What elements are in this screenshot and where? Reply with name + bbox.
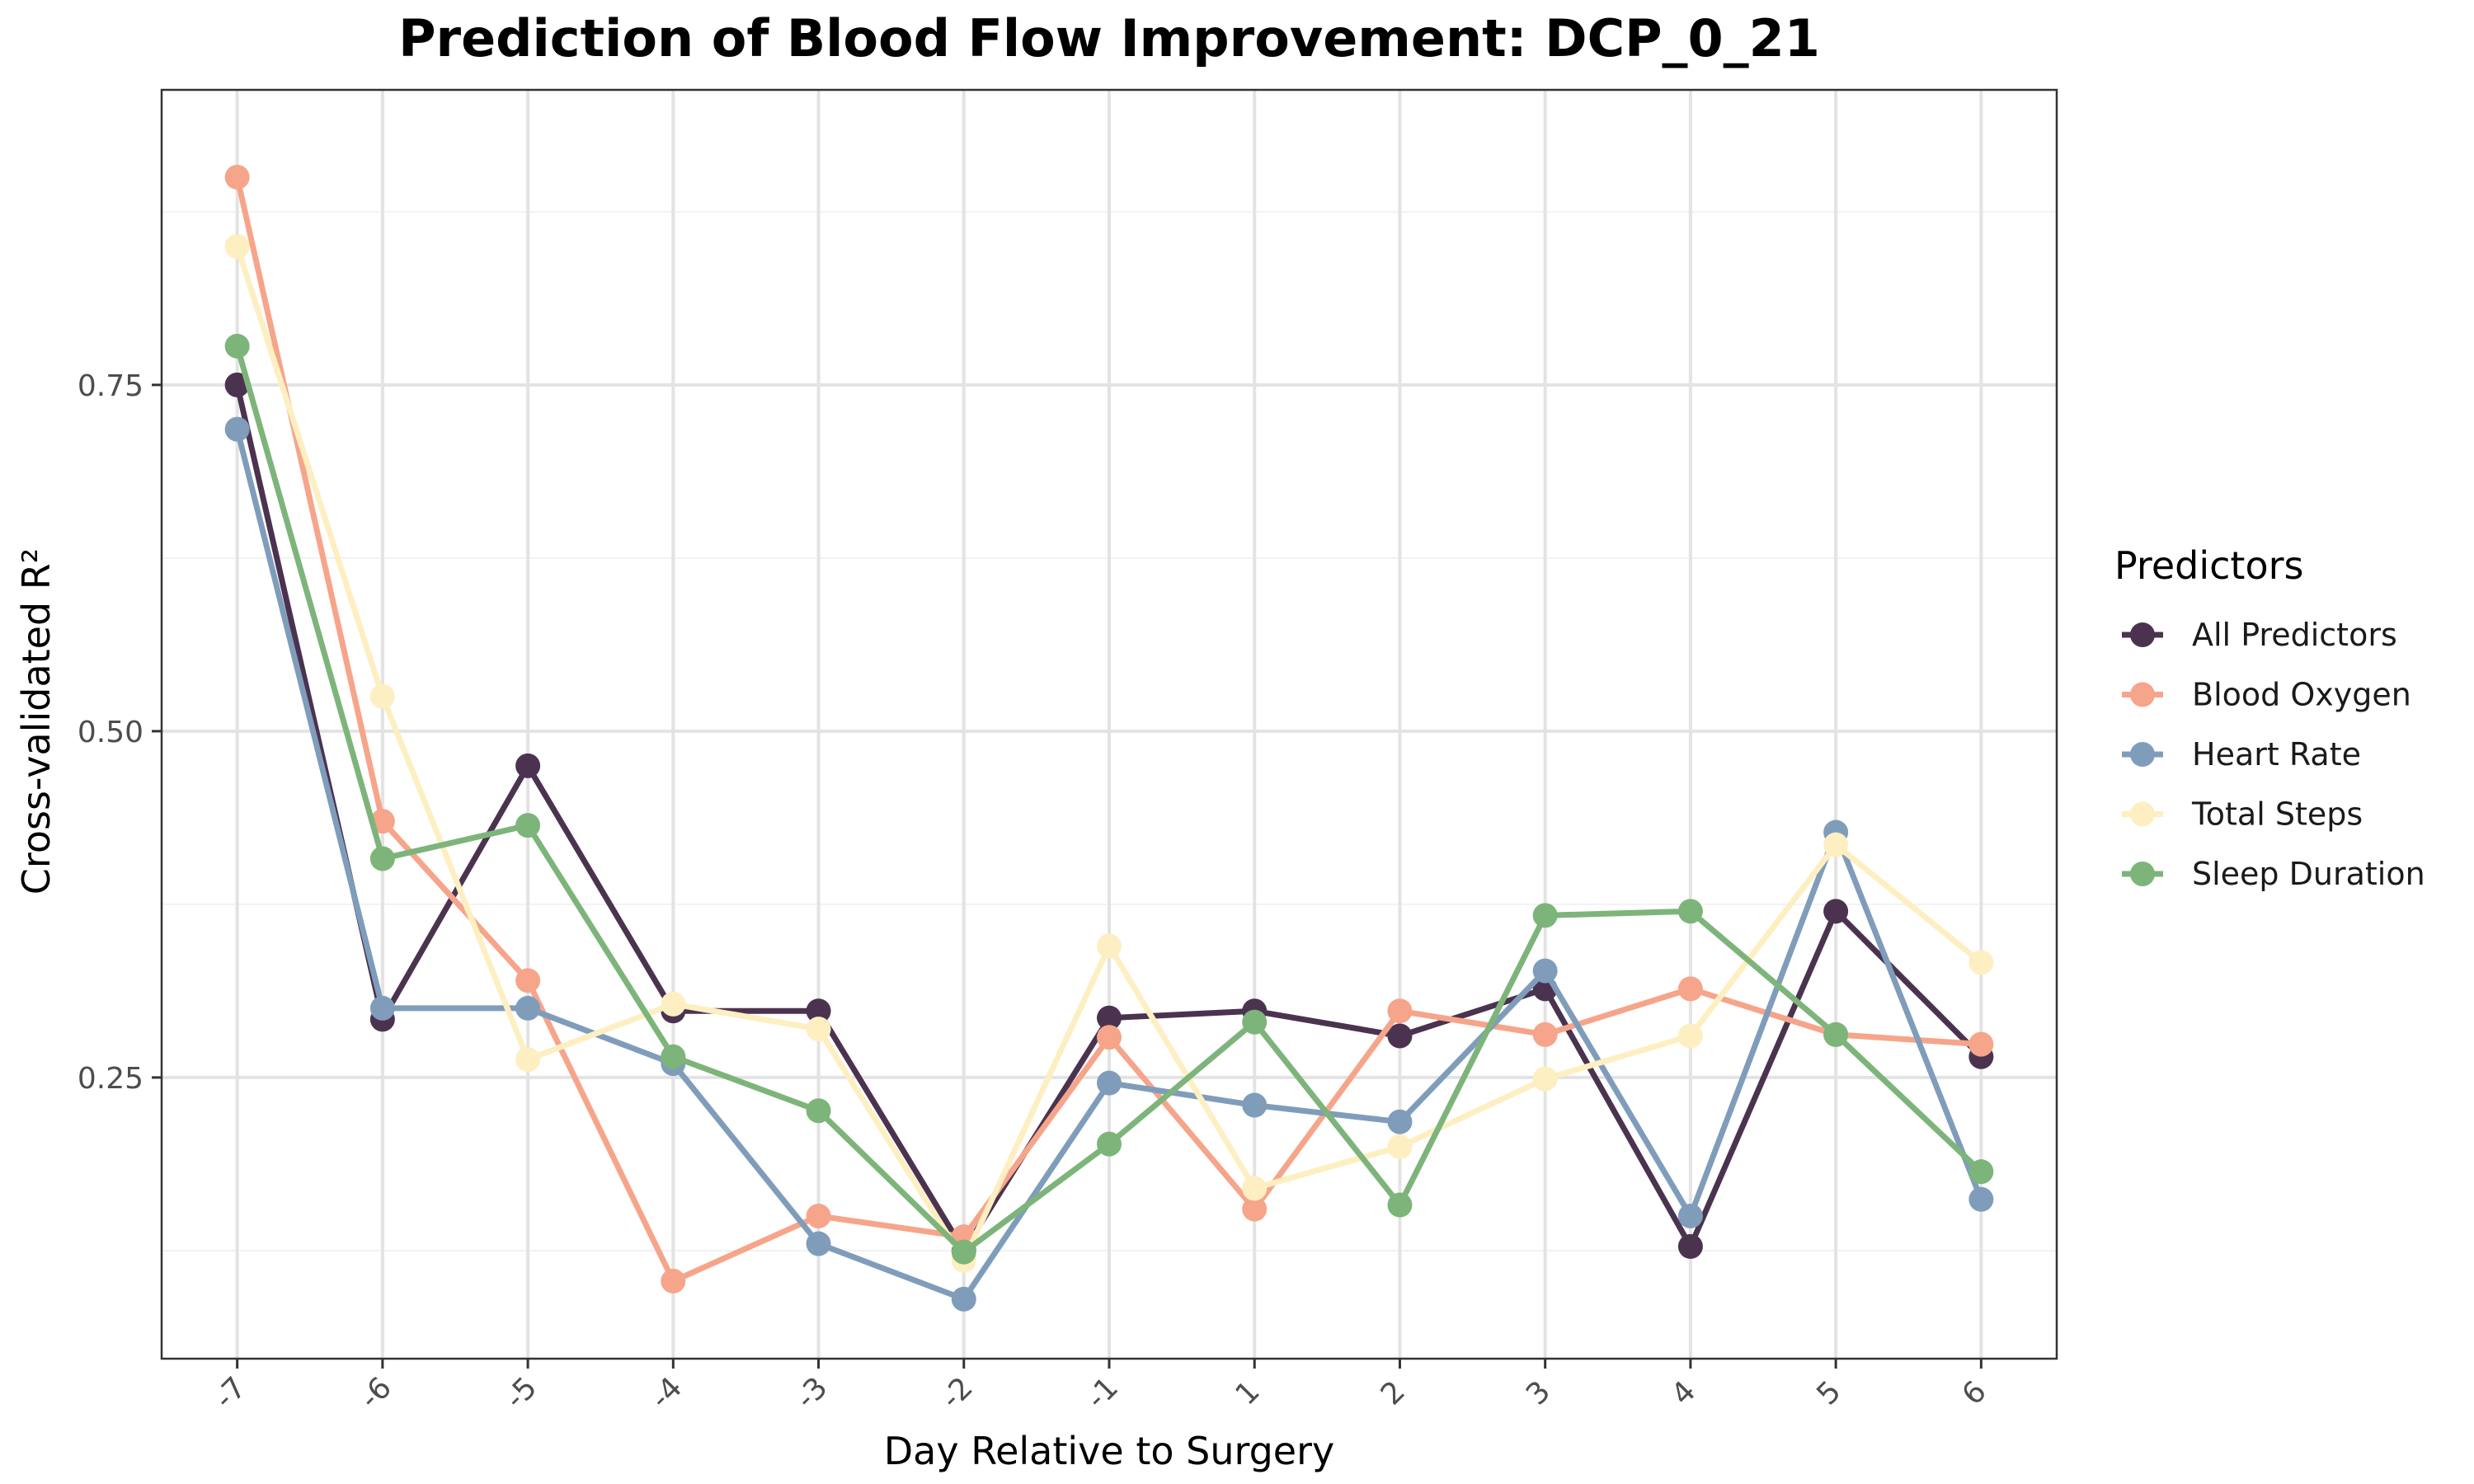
x-axis-title: Day Relative to Surgery bbox=[884, 1429, 1334, 1473]
data-point bbox=[1242, 1092, 1268, 1118]
legend-item: Sleep Duration bbox=[2122, 856, 2425, 892]
x-tick-label: 2 bbox=[1375, 1374, 1412, 1411]
data-point bbox=[806, 1203, 831, 1228]
x-tick-label: -1 bbox=[1080, 1371, 1125, 1416]
data-point bbox=[1387, 1023, 1413, 1049]
data-point bbox=[1968, 1186, 1994, 1212]
y-tick-label: 0.25 bbox=[78, 1062, 143, 1096]
chart-title: Prediction of Blood Flow Improvement: DC… bbox=[398, 8, 1820, 68]
data-point bbox=[1823, 1021, 1849, 1047]
data-point bbox=[1532, 1021, 1558, 1047]
data-point bbox=[224, 164, 250, 190]
data-point bbox=[1097, 933, 1122, 959]
legend-label: Total Steps bbox=[2191, 796, 2363, 833]
legend-label: Heart Rate bbox=[2192, 736, 2361, 773]
data-point bbox=[1387, 1134, 1413, 1159]
y-tick-label: 0.75 bbox=[78, 369, 143, 403]
series-group bbox=[224, 164, 1994, 1312]
x-tick-label: 1 bbox=[1230, 1374, 1267, 1411]
panel-border bbox=[160, 88, 2058, 1360]
data-point bbox=[806, 1098, 831, 1124]
data-point bbox=[951, 1286, 976, 1312]
x-tick-label: -3 bbox=[789, 1371, 834, 1416]
data-point bbox=[224, 233, 250, 259]
data-point bbox=[1532, 1066, 1558, 1092]
data-point bbox=[1242, 1196, 1268, 1222]
data-point bbox=[1387, 998, 1413, 1024]
data-point bbox=[1823, 899, 1849, 924]
x-tick-label: -2 bbox=[934, 1371, 979, 1416]
data-point bbox=[661, 991, 686, 1017]
data-point bbox=[1097, 1005, 1122, 1031]
data-point bbox=[515, 753, 541, 778]
legend-item: Blood Oxygen bbox=[2122, 677, 2411, 713]
data-point bbox=[806, 1017, 831, 1042]
data-point bbox=[1968, 1031, 1994, 1057]
legend-title: Predictors bbox=[2114, 543, 2303, 588]
y-axis-title: Cross-validated R² bbox=[14, 548, 59, 895]
data-point bbox=[1823, 832, 1849, 857]
data-point bbox=[224, 372, 250, 397]
data-point bbox=[515, 1047, 541, 1073]
data-point bbox=[1532, 903, 1558, 928]
data-point bbox=[1968, 1159, 1994, 1185]
legend-key-point bbox=[2130, 682, 2155, 707]
data-point bbox=[1242, 1176, 1268, 1201]
data-point bbox=[1387, 1109, 1413, 1134]
x-tick-label: -7 bbox=[208, 1371, 252, 1416]
x-tick-label: 6 bbox=[1956, 1374, 1993, 1411]
data-point bbox=[369, 683, 395, 709]
legend-item: Total Steps bbox=[2122, 796, 2363, 833]
data-point bbox=[1242, 1009, 1268, 1035]
y-axis: 0.25 0.50 0.75 bbox=[78, 369, 162, 1096]
x-tick-label: -4 bbox=[644, 1371, 689, 1416]
data-point bbox=[515, 813, 541, 838]
data-point bbox=[1097, 1131, 1122, 1157]
data-point bbox=[1677, 1233, 1703, 1259]
series-total-steps bbox=[224, 233, 1994, 1273]
legend-key-point bbox=[2130, 801, 2155, 827]
legend: Predictors All Predictors Blood Oxygen Hea… bbox=[2114, 543, 2425, 892]
x-tick-label: 5 bbox=[1810, 1374, 1847, 1411]
data-point bbox=[1677, 1203, 1703, 1228]
legend-label: Sleep Duration bbox=[2192, 856, 2425, 892]
data-point bbox=[951, 1239, 976, 1265]
data-point bbox=[1968, 950, 1994, 975]
data-point bbox=[806, 998, 831, 1024]
data-point bbox=[1532, 958, 1558, 984]
series-blood-oxygen bbox=[224, 164, 1994, 1294]
legend-label: All Predictors bbox=[2192, 617, 2397, 653]
legend-key-point bbox=[2130, 862, 2155, 886]
x-tick-label: -6 bbox=[354, 1371, 398, 1416]
data-point bbox=[369, 995, 395, 1021]
x-axis: -7 -6 -5 -4 -3 -2 -1 1 2 3 4 5 6 bbox=[208, 1359, 1993, 1416]
data-point bbox=[515, 995, 541, 1021]
legend-label: Blood Oxygen bbox=[2192, 677, 2411, 713]
legend-key-point bbox=[2130, 742, 2155, 767]
data-point bbox=[1677, 976, 1703, 1002]
plot-panel bbox=[162, 90, 2057, 1359]
data-point bbox=[1097, 1070, 1122, 1096]
data-point bbox=[369, 846, 395, 871]
data-point bbox=[1677, 1023, 1703, 1049]
series-sleep-duration bbox=[224, 333, 1994, 1265]
data-point bbox=[1387, 1192, 1413, 1218]
data-point bbox=[806, 1231, 831, 1256]
y-tick-label: 0.50 bbox=[78, 716, 143, 749]
data-point bbox=[1097, 1025, 1122, 1050]
legend-item: All Predictors bbox=[2122, 617, 2397, 653]
data-point bbox=[515, 968, 541, 993]
x-tick-label: 4 bbox=[1665, 1374, 1702, 1411]
data-point bbox=[224, 416, 250, 442]
x-tick-label: -5 bbox=[499, 1371, 543, 1416]
data-point bbox=[661, 1044, 686, 1069]
data-point bbox=[1677, 899, 1703, 924]
legend-key-point bbox=[2130, 622, 2155, 647]
data-point bbox=[224, 333, 250, 359]
legend-item: Heart Rate bbox=[2122, 736, 2361, 773]
x-tick-label: 3 bbox=[1520, 1374, 1557, 1411]
data-point bbox=[661, 1268, 686, 1294]
